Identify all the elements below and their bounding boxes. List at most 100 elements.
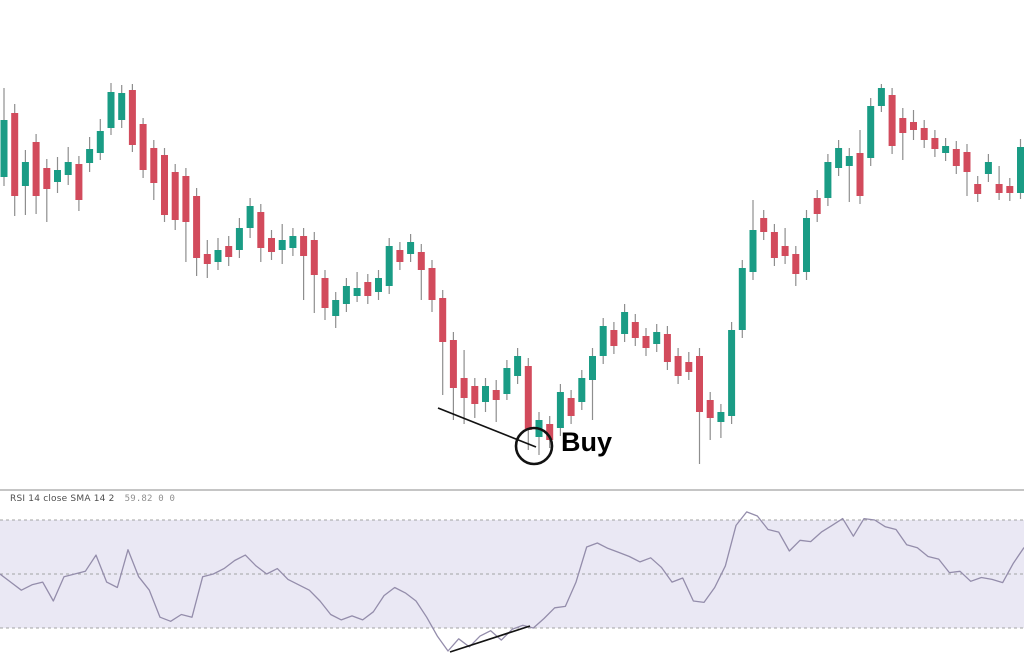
candle-body	[375, 278, 382, 292]
candle-body	[803, 218, 810, 272]
candle-body	[385, 246, 393, 286]
candle-body	[289, 236, 297, 248]
candle-body	[952, 149, 960, 166]
candle-body	[621, 312, 629, 334]
candle-body	[792, 254, 800, 274]
candle-body	[86, 149, 94, 163]
candle-body	[428, 268, 436, 300]
candle-body	[161, 155, 168, 215]
candle-body	[1017, 147, 1024, 193]
candle-body	[631, 322, 639, 338]
candle-body	[760, 218, 768, 232]
candle-body	[417, 252, 425, 270]
candle-body	[910, 122, 917, 130]
candle-body	[524, 366, 532, 430]
candle-body	[182, 176, 190, 222]
candle-body	[203, 254, 211, 264]
candle-body	[118, 93, 126, 120]
candle-body	[599, 326, 607, 356]
candle-body	[974, 184, 982, 194]
candle-body	[139, 124, 147, 170]
candle-body	[728, 330, 736, 416]
buy-signal-circle	[514, 426, 554, 466]
candle-body	[781, 246, 789, 256]
candle-body	[278, 240, 286, 250]
candle-body	[503, 368, 511, 394]
candle-body	[824, 162, 832, 198]
candle-body	[246, 206, 254, 228]
candle-body	[268, 238, 275, 252]
candle-body	[1006, 186, 1014, 193]
candle-body	[11, 113, 19, 196]
candle-body	[867, 106, 875, 158]
candle-body	[556, 392, 564, 428]
candle-body	[364, 282, 372, 296]
candle-body	[0, 120, 8, 177]
candle-body	[685, 362, 693, 372]
price-trendline	[437, 407, 537, 448]
candle-body	[877, 88, 885, 106]
buy-annotation-label: Buy	[561, 427, 613, 457]
candle-body	[813, 198, 821, 214]
candle-body	[43, 168, 51, 189]
candle-body	[706, 400, 714, 418]
candle-body	[75, 164, 83, 200]
candle-body	[449, 340, 457, 388]
rsi-indicator-label: RSI 14 close SMA 14 2	[10, 494, 115, 504]
candle-body	[342, 286, 350, 304]
candle-body	[107, 92, 115, 128]
candle-body	[888, 95, 896, 146]
candle-body	[96, 131, 104, 153]
candle-body	[257, 212, 265, 248]
candle-body	[845, 156, 853, 166]
candle-body	[738, 268, 746, 330]
candle-body	[492, 390, 500, 400]
candle-body	[920, 128, 928, 140]
rsi-line	[0, 511, 1024, 652]
candle-body	[567, 398, 575, 416]
candle-body	[963, 152, 971, 172]
candle-body	[931, 138, 939, 149]
candle-body	[321, 278, 329, 308]
candle-body	[396, 250, 404, 262]
candle-body	[407, 242, 415, 254]
rsi-trendline	[449, 625, 531, 653]
candle-body	[193, 196, 201, 258]
candle-body	[942, 146, 950, 153]
candle-body	[300, 236, 308, 256]
candle-body	[64, 162, 72, 175]
candle-body	[749, 230, 757, 272]
candle-body	[128, 90, 136, 145]
candle-body	[674, 356, 682, 376]
candle-body	[546, 424, 554, 440]
candle-body	[696, 356, 703, 412]
candle-body	[225, 246, 233, 257]
candle-body	[439, 298, 447, 342]
candle-body	[663, 334, 671, 362]
candle-body	[32, 142, 40, 196]
candle-body	[589, 356, 596, 380]
candle-body	[514, 356, 522, 376]
candle-body	[150, 148, 158, 183]
candle-body	[332, 300, 340, 316]
candle-body	[21, 162, 29, 186]
candle-body	[995, 184, 1003, 193]
candle-body	[171, 172, 179, 220]
candle-body	[471, 386, 479, 404]
candle-body	[610, 330, 618, 346]
candle-body	[835, 148, 843, 168]
candle-body	[214, 250, 222, 262]
candle-body	[717, 412, 725, 422]
candle-body	[984, 162, 992, 174]
rsi-indicator-value: 59.82 0 0	[124, 494, 176, 504]
candle-body	[482, 386, 489, 402]
candle-body	[460, 378, 468, 398]
candle-body	[578, 378, 586, 402]
candle-body	[856, 153, 864, 196]
candle-body	[770, 232, 778, 258]
candle-body	[353, 288, 361, 296]
candle-body	[235, 228, 243, 250]
rsi-indicator-header: RSI 14 close SMA 14 2 59.82 0 0	[10, 494, 175, 504]
